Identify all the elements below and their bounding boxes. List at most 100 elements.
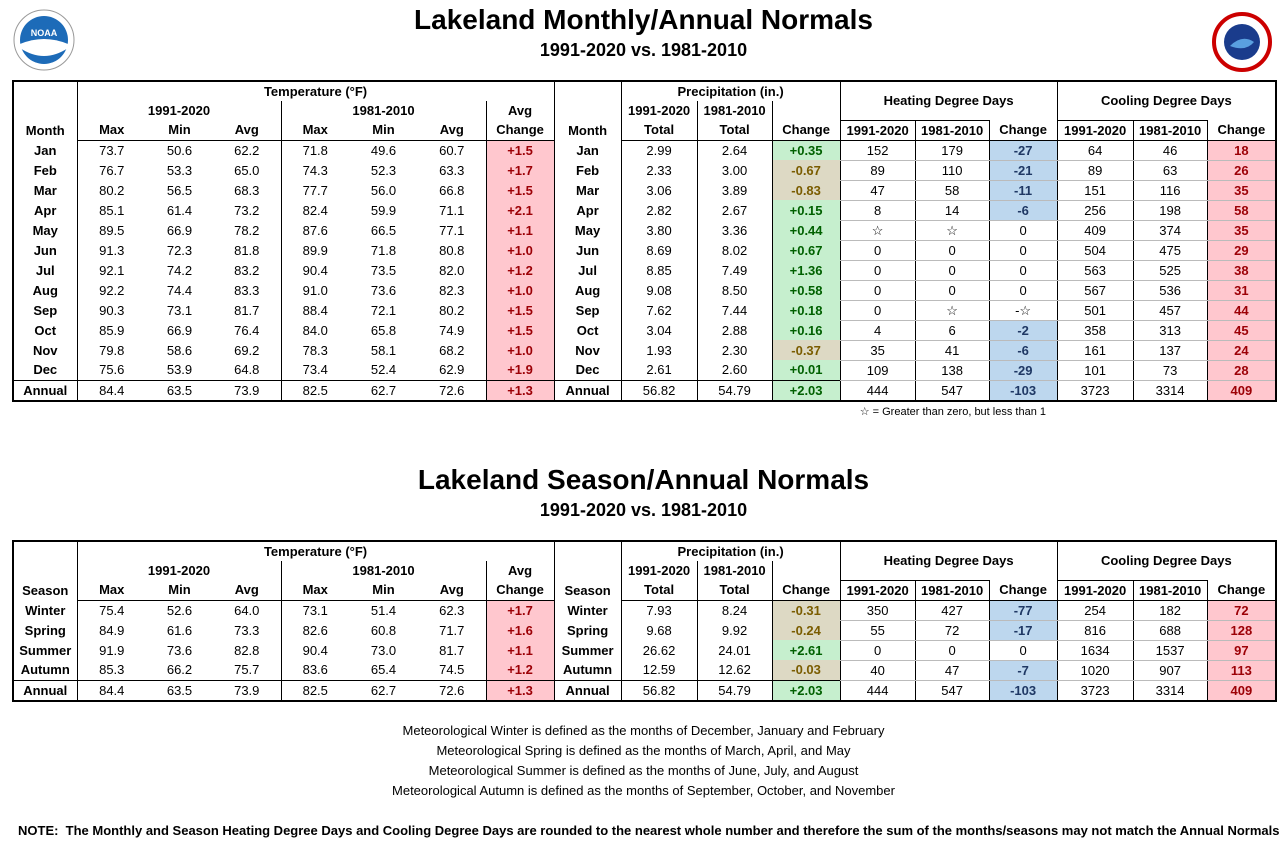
data-cell: 74.9 — [439, 322, 465, 338]
data-cell: 58.6 — [166, 342, 193, 358]
data-cell: -103 — [988, 379, 1058, 401]
data-cell: 63 — [1132, 160, 1208, 181]
data-row: Spring 84.9 61.6 73.3 82.6 60.8 71.7 +1.6 Spring… — [13, 620, 1277, 641]
data-cell: 4 — [839, 320, 916, 341]
data-cell: 92.1 — [99, 262, 125, 278]
data-cell: 72.6 — [418, 379, 486, 401]
data-cell: 78.2 — [234, 222, 260, 238]
data-cell: 64.8 — [234, 362, 260, 378]
data-cell: 46 — [1132, 140, 1208, 161]
data-cell: 18 — [1206, 140, 1277, 161]
title: Lakeland Monthly/Annual Normals — [414, 4, 873, 35]
data-cell: 73.9 — [213, 379, 281, 401]
data-cell: 71.8 — [280, 140, 349, 160]
definition: Meteorological Autumn is defined as the … — [392, 783, 895, 798]
data-cell: -6 — [988, 200, 1058, 221]
data-cell: 80.8 — [439, 242, 465, 258]
data-cell: 0 — [914, 640, 990, 661]
header-cell: 1991-2020 — [839, 119, 916, 141]
header-cell: 1991-2020 — [627, 563, 691, 578]
data-cell: 72.1 — [370, 302, 397, 318]
data-cell: -27 — [988, 140, 1058, 161]
data-cell: 0 — [988, 220, 1058, 241]
data-cell: 66.9 — [166, 222, 193, 238]
data-cell: +1.0 — [485, 280, 555, 300]
data-cell: +1.1 — [485, 640, 555, 660]
data-cell: 101 — [1056, 360, 1134, 381]
data-cell: +1.2 — [485, 660, 555, 680]
data-cell: 2.33 — [620, 160, 698, 180]
data-cell: +1.0 — [485, 340, 555, 360]
data-cell: 26.62 — [620, 640, 698, 660]
data-cell: 82.0 — [439, 262, 465, 278]
data-cell: 816 — [1056, 620, 1134, 641]
header-cell: 1981-2010 — [914, 119, 990, 141]
row-label: Jan — [553, 140, 622, 160]
data-cell: 73.3 — [234, 622, 260, 638]
definition: Meteorological Spring is defined as the … — [436, 743, 851, 758]
header-cell: 1991-2020 — [627, 103, 691, 118]
row-label: Mar — [553, 180, 622, 200]
data-cell: 256 — [1056, 200, 1134, 221]
data-cell: 0 — [988, 640, 1058, 661]
data-cell: 2.30 — [696, 340, 773, 360]
header-cell: Temperature (°F) — [263, 84, 368, 99]
row-label: Aug — [553, 280, 622, 300]
data-row: Autumn 85.3 66.2 75.7 83.6 65.4 74.5 +1.2 Autumn… — [13, 660, 1277, 681]
data-row: Sep 90.3 73.1 81.7 88.4 72.1 80.2 +1.5 Sep 7.62 7.… — [13, 300, 1277, 321]
data-cell: -29 — [988, 360, 1058, 381]
seasonal-table: Season Temperature (°F) Season Precipitatio… — [12, 540, 1278, 702]
data-cell: +1.6 — [485, 620, 555, 640]
data-cell: +1.36 — [771, 260, 841, 280]
data-cell: 12.59 — [620, 660, 698, 680]
data-cell: 56.82 — [620, 679, 698, 701]
data-cell: 75.6 — [99, 362, 125, 378]
data-cell: +1.5 — [485, 320, 555, 340]
data-cell: 313 — [1132, 320, 1208, 341]
data-cell: +1.9 — [485, 360, 555, 380]
row-label: Autumn — [13, 660, 78, 680]
data-cell: -0.83 — [771, 180, 841, 200]
data-cell: 547 — [914, 379, 990, 401]
data-cell: 65.4 — [370, 662, 397, 678]
data-cell: 3.80 — [620, 220, 698, 240]
data-cell: 53.3 — [166, 162, 193, 178]
data-cell: -7 — [988, 660, 1058, 681]
header-cell: Temperature (°F) — [263, 544, 368, 559]
data-cell: 358 — [1056, 320, 1134, 341]
data-cell: 0 — [914, 280, 990, 301]
data-cell: 82.3 — [439, 282, 465, 298]
data-cell: +1.7 — [485, 600, 555, 620]
data-cell: +1.5 — [485, 140, 555, 160]
data-cell: 35 — [1206, 180, 1277, 201]
header-cell: 1981-2010 — [914, 579, 990, 601]
data-cell: 3.89 — [696, 180, 773, 200]
data-cell: 457 — [1132, 300, 1208, 321]
data-cell: 52.6 — [166, 602, 193, 618]
data-cell: 409 — [1206, 379, 1277, 401]
header-cell: 1981-2010 — [280, 101, 486, 120]
data-cell: +1.5 — [485, 180, 555, 200]
header-cell: Avg — [418, 120, 486, 141]
header-cell: Month — [553, 81, 622, 140]
data-cell: 60.8 — [370, 622, 397, 638]
header-cell: Total — [621, 580, 698, 601]
data-cell: +2.1 — [485, 200, 555, 220]
header-cell: Change — [988, 580, 1058, 601]
data-cell: ☆ — [839, 220, 916, 241]
data-cell: 65.0 — [234, 162, 260, 178]
row-label: Annual — [13, 679, 78, 701]
data-cell: 84.0 — [280, 320, 349, 340]
data-cell: 83.3 — [234, 282, 260, 298]
data-cell: 525 — [1132, 260, 1208, 281]
header-cell: Change — [485, 580, 555, 601]
data-cell: 54.79 — [696, 679, 773, 701]
definition: Meteorological Summer is defined as the … — [428, 763, 859, 778]
data-cell: 563 — [1056, 260, 1134, 281]
data-cell: 8 — [839, 200, 916, 221]
row-label: Oct — [13, 320, 78, 340]
data-cell: 61.6 — [166, 622, 193, 638]
data-cell: 74.2 — [166, 262, 193, 278]
data-cell: 85.3 — [99, 662, 125, 678]
